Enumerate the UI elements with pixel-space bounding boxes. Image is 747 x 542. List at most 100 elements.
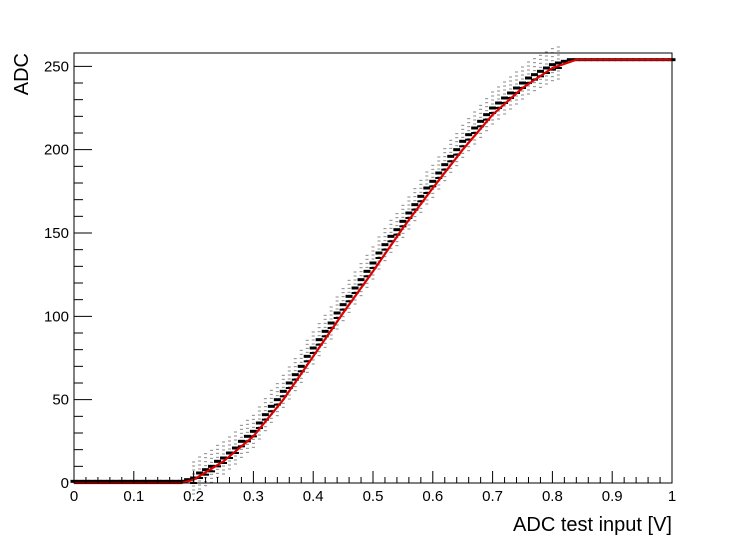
data-point xyxy=(435,177,443,179)
spread-mark xyxy=(389,231,393,233)
data-point xyxy=(297,370,305,373)
spread-mark xyxy=(431,168,435,170)
spread-mark xyxy=(515,75,519,77)
data-point xyxy=(261,418,269,421)
spread-mark xyxy=(437,160,441,162)
spread-mark xyxy=(473,115,477,117)
spread-mark xyxy=(437,188,441,190)
spread-mark xyxy=(198,460,202,462)
spread-mark xyxy=(473,143,477,145)
spread-mark xyxy=(317,355,321,357)
data-point xyxy=(357,278,365,282)
data-point xyxy=(405,211,413,215)
spread-mark xyxy=(347,307,351,309)
data-point xyxy=(435,171,443,175)
spread-mark xyxy=(371,258,375,260)
data-point xyxy=(393,233,401,236)
spread-mark xyxy=(431,172,435,174)
data-point xyxy=(560,59,568,63)
data-point xyxy=(357,283,365,286)
data-point xyxy=(351,286,359,290)
spread-mark xyxy=(251,422,255,424)
spread-mark xyxy=(526,65,530,67)
data-point xyxy=(249,429,257,433)
data-point xyxy=(423,186,431,190)
spread-mark xyxy=(395,241,399,243)
spread-mark xyxy=(341,316,345,318)
spread-mark xyxy=(544,63,548,65)
data-point xyxy=(345,294,353,298)
x-tick-label: 0.9 xyxy=(602,488,623,505)
spread-mark xyxy=(359,291,363,293)
x-tick-label: 0.2 xyxy=(183,488,204,505)
spread-mark xyxy=(479,136,483,138)
spread-mark xyxy=(365,286,369,288)
spread-mark xyxy=(515,71,519,73)
spread-mark xyxy=(216,456,220,458)
data-point xyxy=(399,219,407,223)
spread-mark xyxy=(210,453,214,455)
data-point xyxy=(261,413,269,417)
spread-mark xyxy=(521,94,524,96)
data-point xyxy=(339,308,347,311)
spread-mark xyxy=(251,414,255,416)
spread-mark xyxy=(443,180,447,182)
y-tick-label: 150 xyxy=(44,225,69,242)
spread-mark xyxy=(335,328,339,330)
data-point xyxy=(345,300,353,303)
spread-mark xyxy=(227,448,231,450)
data-point xyxy=(160,479,168,483)
spread-mark xyxy=(395,225,399,227)
data-point xyxy=(309,352,317,354)
spread-mark xyxy=(491,95,495,97)
spread-mark xyxy=(251,426,255,428)
data-point xyxy=(411,203,419,207)
spread-mark xyxy=(449,147,453,149)
spread-mark xyxy=(443,176,447,178)
spread-mark xyxy=(383,236,387,238)
spread-mark xyxy=(365,262,369,264)
spread-mark xyxy=(485,126,489,128)
spread-mark xyxy=(449,139,453,141)
spread-mark xyxy=(538,82,542,84)
spread-mark xyxy=(443,160,447,162)
spread-mark xyxy=(210,473,214,475)
spread-mark xyxy=(269,389,273,391)
spread-mark xyxy=(425,175,429,177)
spread-mark xyxy=(305,371,309,373)
spread-mark xyxy=(521,74,524,76)
spread-mark xyxy=(395,217,399,219)
spread-mark xyxy=(449,151,453,153)
data-point xyxy=(279,389,287,393)
spread-mark xyxy=(227,436,231,438)
spread-mark xyxy=(323,346,327,348)
spread-mark xyxy=(359,263,363,265)
spread-mark xyxy=(269,397,273,399)
data-point xyxy=(501,96,509,100)
spread-mark xyxy=(275,411,279,413)
spread-mark xyxy=(461,124,465,126)
spread-mark xyxy=(275,383,279,385)
spread-mark xyxy=(245,451,249,453)
spread-mark xyxy=(515,79,519,81)
data-point xyxy=(566,58,574,62)
spread-mark xyxy=(287,370,291,372)
spread-mark xyxy=(233,439,237,441)
spread-mark xyxy=(431,164,435,166)
spread-mark xyxy=(239,456,243,458)
spread-mark xyxy=(413,220,417,222)
spread-mark xyxy=(198,480,202,482)
x-tick-label: 0.1 xyxy=(123,488,144,505)
spread-mark xyxy=(419,183,423,185)
spread-mark xyxy=(503,85,507,87)
spread-mark xyxy=(359,295,363,297)
spread-mark xyxy=(401,212,405,214)
spread-mark xyxy=(347,287,351,289)
spread-mark xyxy=(299,381,303,383)
spread-mark xyxy=(329,314,333,316)
data-point xyxy=(465,133,473,137)
spread-mark xyxy=(365,266,369,268)
spread-mark xyxy=(521,70,524,72)
spread-mark xyxy=(371,246,375,248)
